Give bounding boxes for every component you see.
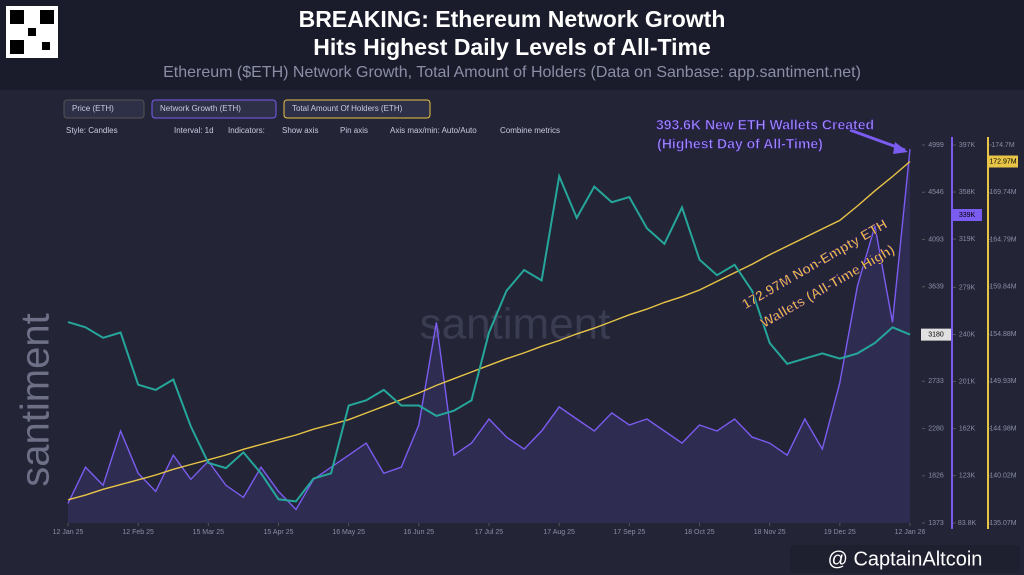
y-tick-label: 4546 bbox=[928, 189, 944, 196]
metric-tab[interactable]: Total Amount Of Holders (ETH) bbox=[292, 104, 403, 113]
x-tick-label: 17 Jul 25 bbox=[475, 529, 504, 536]
y-tick-label: 2280 bbox=[928, 425, 944, 432]
y-tick-label: 3639 bbox=[928, 284, 944, 291]
x-tick-label: 15 Mar 25 bbox=[193, 529, 225, 536]
current-badge bbox=[921, 328, 951, 341]
y-tick-label: 279K bbox=[959, 284, 976, 291]
current-label: 339K bbox=[959, 212, 976, 219]
series-line bbox=[67, 160, 911, 501]
option[interactable]: Indicators: bbox=[228, 126, 265, 135]
y-tick-label: 1826 bbox=[928, 473, 944, 480]
qr-code bbox=[6, 6, 58, 58]
y-tick-label: 144.98M bbox=[989, 425, 1016, 432]
y-tick-label: 135.07M bbox=[989, 520, 1016, 527]
watermark: santiment bbox=[420, 300, 611, 349]
current-badge bbox=[988, 155, 1018, 168]
chart: santiment santiment @ CaptainAltcoin 137… bbox=[0, 90, 1024, 575]
option[interactable]: Pin axis bbox=[340, 126, 369, 135]
annotation: (Highest Day of All-Time) bbox=[657, 136, 823, 152]
x-tick-label: 17 Sep 25 bbox=[613, 529, 645, 536]
series-line bbox=[67, 172, 911, 503]
y-tick-label: 4999 bbox=[928, 142, 944, 149]
y-tick-label: 319K bbox=[959, 236, 976, 243]
x-tick-label: 17 Aug 25 bbox=[543, 529, 575, 536]
option[interactable]: Style: Candles bbox=[66, 126, 118, 135]
credit: @ CaptainAltcoin bbox=[828, 548, 983, 570]
y-tick-label: 169.74M bbox=[989, 189, 1016, 196]
metric-tab[interactable]: Price (ETH) bbox=[72, 104, 114, 113]
y-tick-label: 201K bbox=[959, 378, 976, 385]
x-tick-label: 12 Jan 25 bbox=[53, 529, 84, 536]
y-tick-label: 397K bbox=[959, 142, 976, 149]
x-tick-label: 12 Feb 25 bbox=[122, 529, 154, 536]
x-tick-label: 16 Jun 25 bbox=[403, 529, 434, 536]
y-tick-label: 358K bbox=[959, 189, 976, 196]
option[interactable]: Show axis bbox=[282, 126, 319, 135]
y-tick-label: 4093 bbox=[928, 236, 944, 243]
x-tick-label: 18 Nov 25 bbox=[754, 529, 786, 536]
x-tick-label: 12 Jan 26 bbox=[895, 529, 926, 536]
title-line: BREAKING: Ethereum Network Growth bbox=[298, 6, 726, 32]
y-tick-label: 1373 bbox=[928, 520, 944, 527]
current-label: 3180 bbox=[928, 331, 944, 338]
annotation: 393.6K New ETH Wallets Created bbox=[656, 117, 874, 133]
y-tick-label: 149.93M bbox=[989, 378, 1016, 385]
x-tick-label: 18 Oct 25 bbox=[684, 529, 714, 536]
option[interactable]: Combine metrics bbox=[500, 126, 561, 135]
current-label: 172.97M bbox=[989, 158, 1016, 165]
area bbox=[68, 149, 910, 523]
y-tick-label: 83.8K bbox=[958, 520, 977, 527]
y-tick-label: 164.79M bbox=[989, 236, 1016, 243]
option[interactable]: Axis max/min: Auto/Auto bbox=[390, 126, 477, 135]
y-tick-label: 123K bbox=[959, 473, 976, 480]
y-tick-label: 240K bbox=[959, 331, 976, 338]
option[interactable]: Interval: 1d bbox=[174, 126, 214, 135]
y-tick-label: 174.7M bbox=[991, 142, 1015, 149]
y-tick-label: 2733 bbox=[928, 378, 944, 385]
y-tick-label: 140.02M bbox=[989, 473, 1016, 480]
y-tick-label: 162K bbox=[959, 425, 976, 432]
x-tick-label: 16 May 25 bbox=[332, 529, 365, 536]
x-tick-label: 19 Dec 25 bbox=[824, 529, 856, 536]
y-tick-label: 159.84M bbox=[989, 284, 1016, 291]
side-watermark: santiment bbox=[14, 313, 58, 486]
subtitle: Ethereum ($ETH) Network Growth, Total Am… bbox=[163, 64, 861, 81]
current-badge bbox=[952, 209, 982, 221]
y-tick-label: 154.88M bbox=[989, 331, 1016, 338]
x-tick-label: 15 Apr 25 bbox=[264, 529, 294, 536]
metric-tab[interactable]: Network Growth (ETH) bbox=[160, 104, 241, 113]
title-line: Hits Highest Daily Levels of All-Time bbox=[313, 34, 711, 60]
